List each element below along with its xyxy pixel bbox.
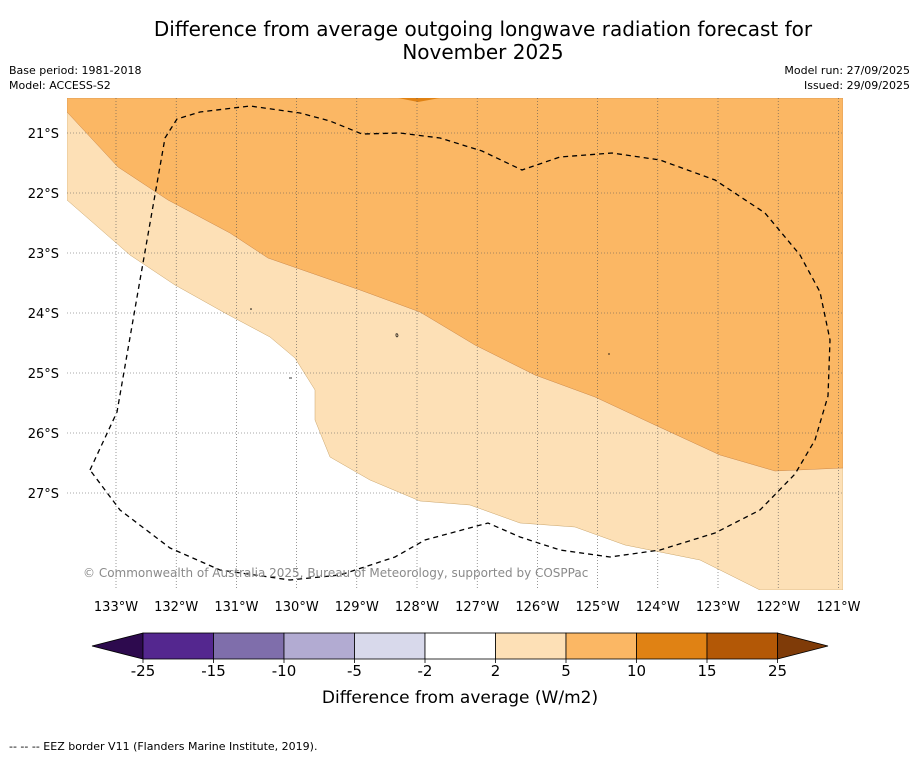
colorbar-swatch <box>283 632 355 660</box>
longitude-label: 132°W <box>154 600 198 615</box>
colorbar-tick-label: 5 <box>561 662 571 680</box>
longitude-label: 128°W <box>395 600 439 615</box>
base-period: Base period: 1981-2018 <box>9 64 142 77</box>
map-title-line-1: Difference from average outgoing longwav… <box>153 17 813 41</box>
colorbar-swatch <box>424 632 496 660</box>
longitude-label: 125°W <box>576 600 620 615</box>
colorbar-swatch <box>636 632 708 660</box>
longitude-label: 123°W <box>696 600 740 615</box>
latitude-label: 24°S <box>28 307 59 322</box>
model-name: Model: ACCESS-S2 <box>9 79 111 92</box>
colorbar-swatch <box>565 632 637 660</box>
map-island <box>395 333 399 338</box>
colorbar-swatch <box>213 632 285 660</box>
colorbar-swatch <box>354 632 426 660</box>
model-run: Model run: 27/09/2025 <box>784 64 910 77</box>
colorbar-swatch <box>142 632 214 660</box>
longitude-label: 126°W <box>515 600 559 615</box>
longitude-label: 122°W <box>756 600 800 615</box>
colorbar-tick-label: -15 <box>201 662 226 680</box>
colorbar-extend-high <box>777 632 829 660</box>
latitude-label: 22°S <box>28 187 59 202</box>
zone-patch-top <box>398 98 440 102</box>
graticule <box>67 98 843 590</box>
eez-legend-note: -- -- -- EEZ border V11 (Flanders Marine… <box>9 740 318 753</box>
map-plot-area <box>67 98 843 590</box>
longitude-label: 124°W <box>636 600 680 615</box>
longitude-label: 133°W <box>94 600 138 615</box>
colorbar-tick-label: 10 <box>627 662 646 680</box>
map-title: Difference from average outgoing longwav… <box>0 18 919 64</box>
colorbar: -25 -15 -10 -5 -2 2 5 10 15 25 <box>91 632 829 680</box>
colorbar-tick-label: -25 <box>131 662 156 680</box>
latitude-label: 25°S <box>28 367 59 382</box>
longitude-label: 127°W <box>455 600 499 615</box>
colorbar-tick-label: -10 <box>272 662 297 680</box>
eez-border <box>89 105 831 581</box>
latitude-label: 26°S <box>28 427 59 442</box>
map-dot <box>250 308 252 310</box>
longitude-label: 131°W <box>214 600 258 615</box>
colorbar-tick-label: 25 <box>768 662 787 680</box>
issued-date: Issued: 29/09/2025 <box>803 79 910 92</box>
colorbar-swatch <box>706 632 778 660</box>
latitude-label: 21°S <box>28 127 59 142</box>
colorbar-tick-label: -2 <box>418 662 433 680</box>
longitude-labels: 133°W 132°W 131°W 130°W 129°W 128°W 127°W 126°W… <box>94 600 861 615</box>
meta-right: Model run: 27/09/2025 Issued: 29/09/2025 <box>784 63 910 93</box>
longitude-label: 130°W <box>275 600 319 615</box>
colorbar-tick-label: 15 <box>697 662 716 680</box>
latitude-labels: 21°S 22°S 23°S 24°S 25°S 26°S 27°S <box>28 127 59 502</box>
latitude-label: 23°S <box>28 247 59 262</box>
map-title-line-2: November 2025 <box>402 40 564 64</box>
colorbar-tick-label: -5 <box>347 662 362 680</box>
latitude-label: 27°S <box>28 487 59 502</box>
colorbar-title: Difference from average (W/m2) <box>322 688 598 708</box>
colorbar-tick-label: 2 <box>491 662 501 680</box>
longitude-label: 121°W <box>816 600 860 615</box>
copyright-notice: © Commonwealth of Australia 2025, Bureau… <box>83 566 588 580</box>
colorbar-extend-low <box>91 632 144 660</box>
colorbar-swatch <box>495 632 567 660</box>
meta-left: Base period: 1981-2018 Model: ACCESS-S2 <box>9 63 141 93</box>
longitude-label: 129°W <box>335 600 379 615</box>
